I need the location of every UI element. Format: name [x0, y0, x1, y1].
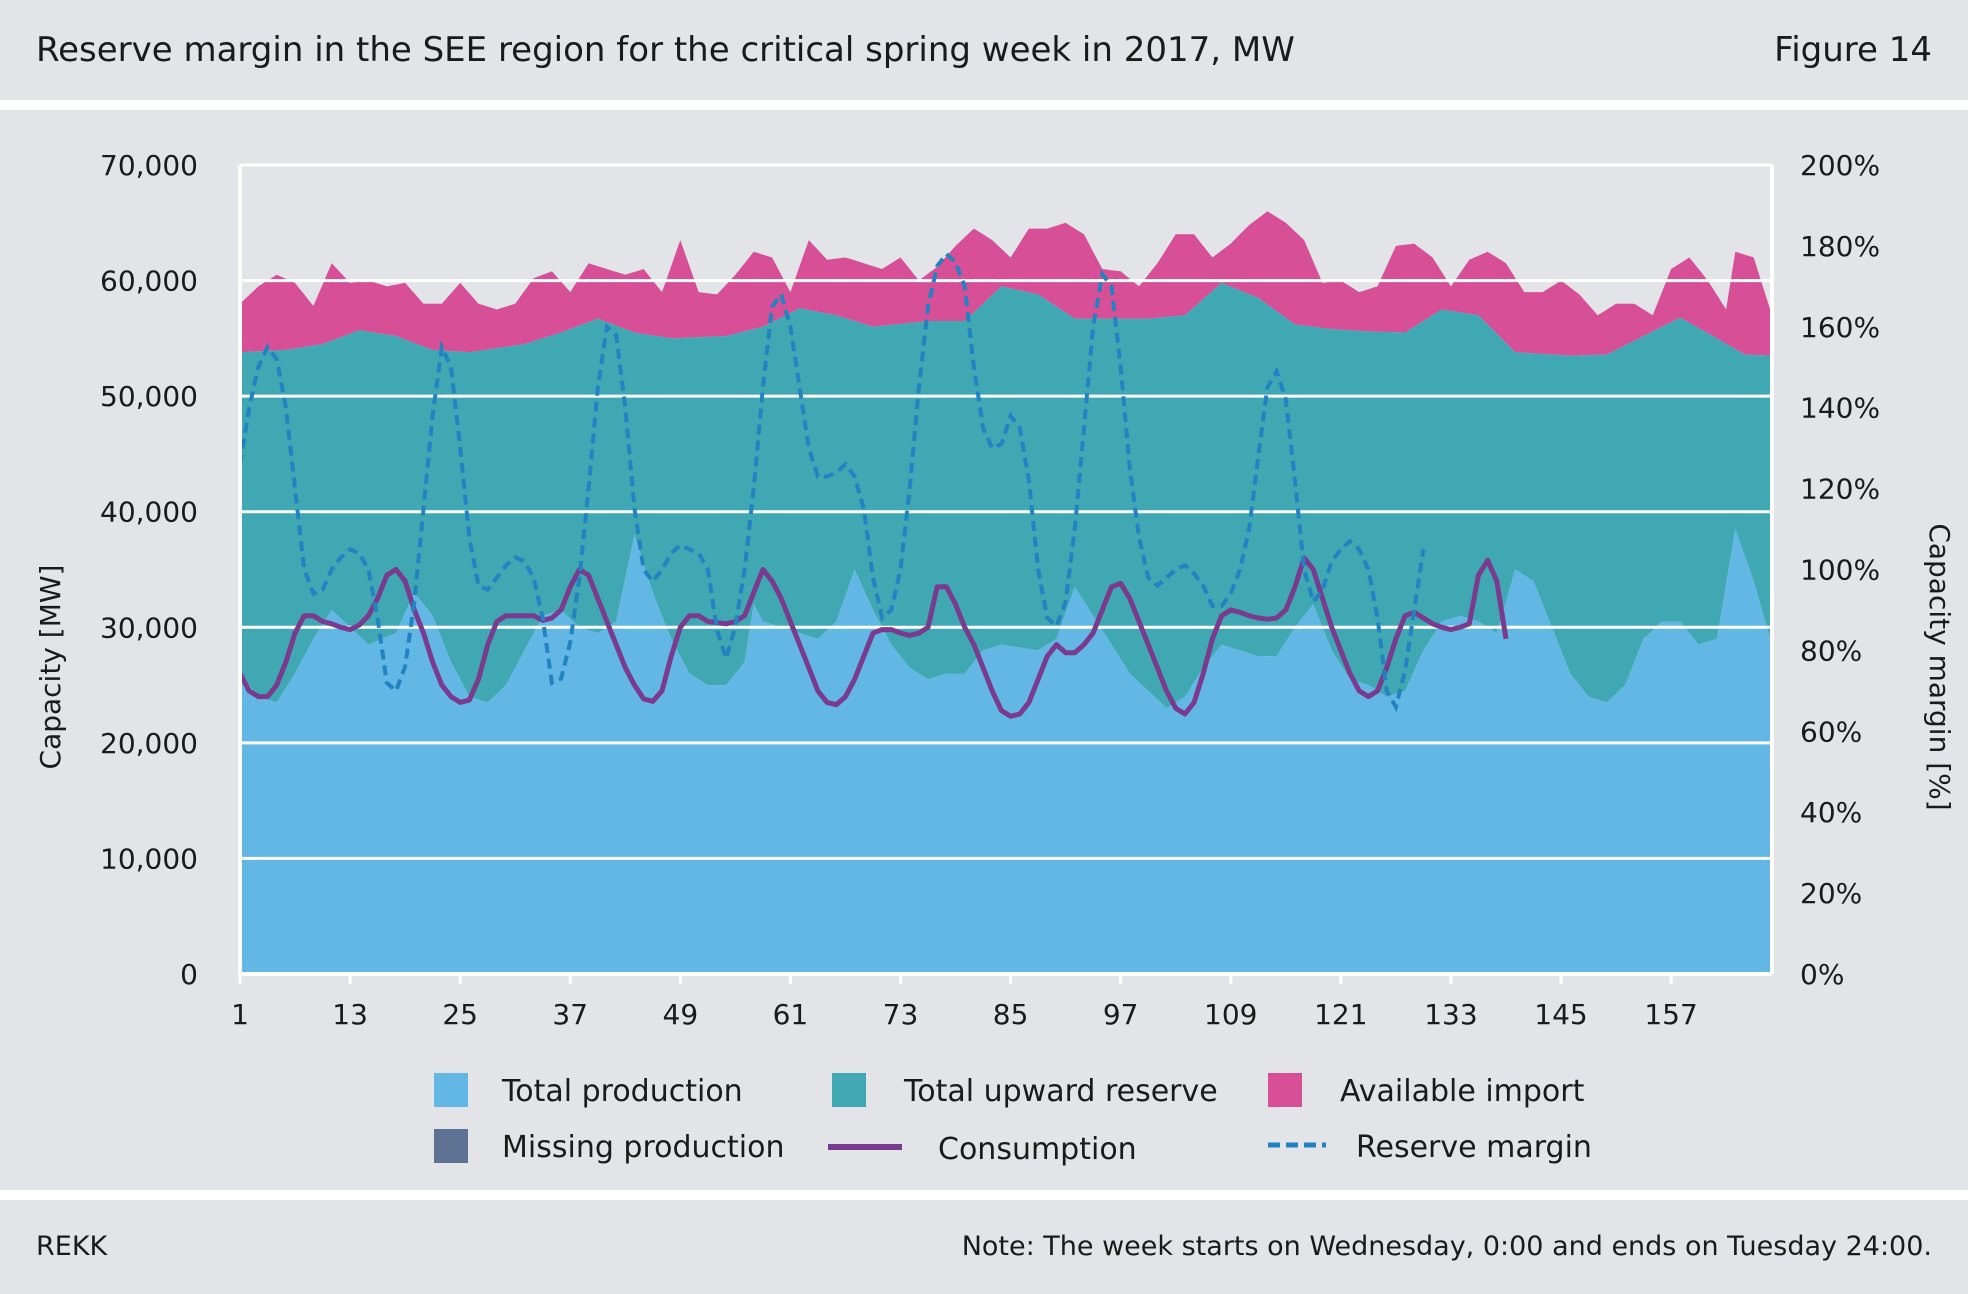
y-tick-right: 20%	[1800, 877, 1862, 910]
available-import-area	[240, 211, 1772, 356]
total-production-area	[240, 529, 1772, 974]
x-tick-label: 85	[993, 998, 1029, 1031]
x-tick-label: 25	[442, 998, 478, 1031]
x-tick-label: 49	[663, 998, 699, 1031]
y-tick-right: 60%	[1800, 715, 1862, 748]
consumption-line	[237, 555, 1509, 719]
legend-label-consumption: Consumption	[938, 1132, 1137, 1167]
y-tick-left: 10,000	[100, 842, 198, 875]
y-tick-right: 80%	[1800, 634, 1862, 667]
y-tick-right: 160%	[1800, 311, 1880, 344]
y-tick-right: 0%	[1800, 958, 1844, 991]
x-tick-label: 109	[1204, 998, 1257, 1031]
y-tick-right: 180%	[1800, 230, 1880, 263]
y-tick-left: 20,000	[100, 727, 198, 760]
y-tick-left: 30,000	[100, 611, 198, 644]
y-tick-left: 60,000	[100, 265, 198, 298]
chart-area: 0 10,000 20,000 30,000 40,000 50,000 60,000 70,…	[34, 149, 1956, 1167]
x-tick-label: 73	[883, 998, 919, 1031]
chart-title: Reserve margin in the SEE region for the…	[36, 30, 1295, 70]
axes: 0 10,000 20,000 30,000 40,000 50,000 60,000 70,…	[100, 149, 1880, 1031]
y-axis-right-title: Capacity margin [%]	[1923, 523, 1956, 810]
legend-label-reserve-margin: Reserve margin	[1356, 1130, 1592, 1165]
reserve-margin-line	[238, 251, 1426, 713]
y-tick-right: 200%	[1800, 149, 1880, 182]
x-tick-label: 61	[773, 998, 809, 1031]
x-tick-label: 145	[1534, 998, 1587, 1031]
y-tick-left: 50,000	[100, 380, 198, 413]
legend-label-missing-production: Missing production	[502, 1130, 785, 1165]
legend-swatch-total-production	[434, 1073, 468, 1107]
y-axis-left-title: Capacity [MW]	[34, 565, 67, 770]
source-label: REKK	[36, 1231, 108, 1262]
y-tick-left: 40,000	[100, 496, 198, 529]
x-tick-label: 121	[1314, 998, 1367, 1031]
footer-band	[0, 1200, 1968, 1294]
x-tick-label: 133	[1424, 998, 1477, 1031]
y-tick-right: 100%	[1800, 554, 1880, 587]
plot-area	[237, 163, 1772, 974]
figure-label: Figure 14	[1774, 30, 1932, 70]
legend-swatch-total-upward-reserve	[832, 1073, 866, 1107]
x-tick-label: 157	[1644, 998, 1697, 1031]
header-band	[0, 0, 1968, 100]
legend-label-total-production: Total production	[501, 1074, 743, 1109]
legend-label-available-import: Available import	[1340, 1074, 1585, 1109]
x-tick-label: 37	[552, 998, 588, 1031]
x-tick-label: 13	[332, 998, 368, 1031]
y-tick-right: 40%	[1800, 796, 1862, 829]
footnote: Note: The week starts on Wednesday, 0:00…	[961, 1231, 1932, 1262]
y-tick-left: 0	[180, 958, 198, 991]
x-tick-label: 97	[1103, 998, 1139, 1031]
legend-swatch-missing-production	[434, 1129, 468, 1163]
legend-swatch-available-import	[1268, 1073, 1302, 1107]
y-tick-left: 70,000	[100, 149, 198, 182]
y-tick-right: 120%	[1800, 473, 1880, 506]
x-tick-label: 1	[231, 998, 249, 1031]
y-tick-right: 140%	[1800, 392, 1880, 425]
legend: Total production Total upward reserve Avai…	[434, 1073, 1592, 1167]
legend-label-total-upward-reserve: Total upward reserve	[903, 1074, 1218, 1109]
